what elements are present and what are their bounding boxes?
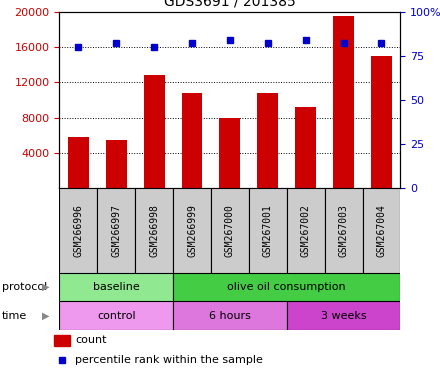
Text: olive oil consumption: olive oil consumption [227,282,346,292]
FancyBboxPatch shape [97,188,135,273]
Text: GSM267002: GSM267002 [301,204,311,257]
FancyBboxPatch shape [287,188,325,273]
Text: protocol: protocol [2,282,48,292]
Bar [257,93,278,188]
Bar [144,75,165,188]
Text: GSM266998: GSM266998 [149,204,159,257]
FancyBboxPatch shape [135,188,173,273]
Bar [295,107,316,188]
Text: time: time [2,311,27,321]
Text: percentile rank within the sample: percentile rank within the sample [75,355,263,365]
Text: GSM267000: GSM267000 [225,204,235,257]
FancyBboxPatch shape [59,301,173,330]
FancyBboxPatch shape [173,301,287,330]
Text: control: control [97,311,136,321]
Bar [371,56,392,188]
FancyBboxPatch shape [325,188,363,273]
Text: GSM267001: GSM267001 [263,204,273,257]
FancyBboxPatch shape [173,188,211,273]
Text: ▶: ▶ [42,282,50,292]
Text: GSM267004: GSM267004 [377,204,386,257]
Text: GSM266997: GSM266997 [111,204,121,257]
Text: baseline: baseline [93,282,139,292]
FancyBboxPatch shape [249,188,287,273]
FancyBboxPatch shape [173,273,400,301]
Text: ▶: ▶ [42,311,50,321]
Bar [54,335,70,346]
Bar [182,93,202,188]
FancyBboxPatch shape [59,188,97,273]
Text: GSM266999: GSM266999 [187,204,197,257]
FancyBboxPatch shape [363,188,400,273]
Text: 6 hours: 6 hours [209,311,251,321]
Title: GDS3691 / 201385: GDS3691 / 201385 [164,0,296,9]
Bar [68,137,89,188]
Bar [333,16,354,188]
FancyBboxPatch shape [211,188,249,273]
Text: 3 weeks: 3 weeks [321,311,367,321]
FancyBboxPatch shape [287,301,400,330]
Bar [220,118,240,188]
Bar [106,140,127,188]
Text: count: count [75,335,106,345]
FancyBboxPatch shape [59,273,173,301]
Text: GSM266996: GSM266996 [73,204,83,257]
Text: GSM267003: GSM267003 [338,204,348,257]
